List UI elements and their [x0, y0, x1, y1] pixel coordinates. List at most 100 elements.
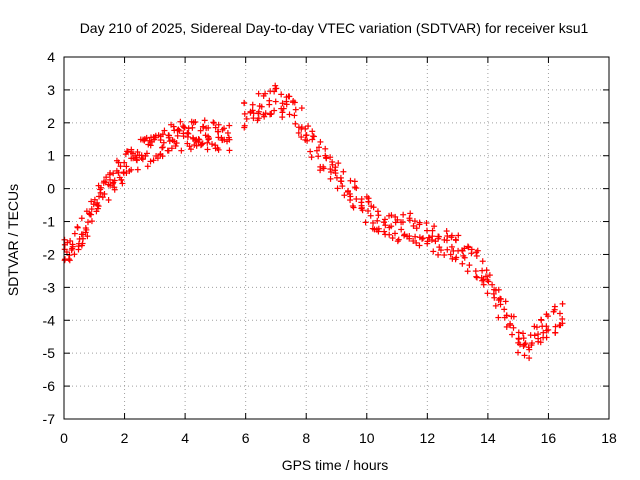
- x-tick-label: 12: [420, 430, 436, 446]
- data-point: [515, 349, 522, 356]
- data-point: [139, 156, 146, 163]
- data-point: [473, 273, 480, 280]
- data-point: [526, 355, 533, 362]
- data-point: [382, 222, 389, 229]
- data-point: [416, 242, 423, 249]
- data-point: [78, 231, 85, 238]
- data-point: [192, 137, 199, 144]
- data-point: [310, 133, 317, 140]
- data-point: [363, 193, 370, 200]
- data-point: [441, 236, 448, 243]
- data-point: [365, 198, 372, 205]
- data-point: [413, 239, 420, 246]
- data-point: [109, 180, 116, 187]
- data-point: [95, 182, 102, 189]
- data-point: [283, 98, 290, 105]
- data-point: [160, 139, 167, 146]
- data-point: [95, 203, 102, 210]
- x-tick-label: 6: [242, 430, 250, 446]
- data-point: [424, 238, 431, 245]
- data-point: [154, 155, 161, 162]
- data-point: [351, 184, 358, 191]
- data-point: [258, 103, 265, 110]
- data-point: [169, 137, 176, 144]
- data-point: [309, 128, 316, 135]
- data-point: [267, 110, 274, 117]
- data-point: [444, 246, 451, 253]
- data-point: [459, 260, 466, 267]
- data-point: [315, 153, 322, 160]
- data-point: [177, 118, 184, 125]
- data-point: [128, 146, 135, 153]
- data-point: [219, 126, 226, 133]
- data-point: [510, 324, 517, 331]
- x-tick-label: 4: [181, 430, 189, 446]
- data-point: [317, 138, 324, 145]
- data-point: [291, 112, 298, 119]
- data-point: [345, 187, 352, 194]
- data-point: [91, 196, 98, 203]
- x-tick-label: 16: [541, 430, 557, 446]
- y-tick-label: -3: [43, 279, 56, 295]
- data-point: [472, 268, 479, 275]
- data-point: [278, 91, 285, 98]
- data-point: [101, 190, 108, 197]
- data-point: [473, 252, 480, 259]
- data-point: [374, 217, 381, 224]
- data-point: [241, 110, 248, 117]
- data-point: [249, 101, 256, 108]
- data-point: [254, 117, 261, 124]
- data-point: [292, 106, 299, 113]
- data-point: [519, 330, 526, 337]
- data-point: [556, 310, 563, 317]
- data-point: [241, 100, 248, 107]
- data-point: [327, 154, 334, 161]
- data-point: [134, 166, 141, 173]
- data-point: [111, 184, 118, 191]
- data-point: [71, 230, 78, 237]
- data-point: [515, 329, 522, 336]
- data-point: [272, 98, 279, 105]
- data-point: [327, 166, 334, 173]
- data-point: [429, 233, 436, 240]
- data-point: [479, 258, 486, 265]
- data-point: [482, 273, 489, 280]
- y-tick-label: -7: [43, 411, 56, 427]
- data-point: [501, 306, 508, 313]
- data-point: [86, 211, 93, 218]
- data-point: [368, 203, 375, 210]
- data-point: [192, 118, 199, 125]
- data-point: [424, 227, 431, 234]
- data-point: [448, 243, 455, 250]
- data-point: [465, 244, 472, 251]
- data-point: [436, 244, 443, 251]
- data-point: [347, 177, 354, 184]
- data-point: [159, 144, 166, 151]
- data-point: [224, 138, 231, 145]
- data-point: [395, 236, 402, 243]
- data-point: [515, 335, 522, 342]
- data-point: [559, 300, 566, 307]
- data-point: [353, 196, 360, 203]
- data-point: [68, 246, 75, 253]
- data-point: [226, 147, 233, 154]
- data-point: [215, 146, 222, 153]
- data-point: [543, 334, 550, 341]
- data-point: [97, 186, 104, 193]
- data-point: [173, 140, 180, 147]
- data-point: [151, 134, 158, 141]
- data-point: [508, 313, 515, 320]
- data-point: [78, 242, 85, 249]
- data-point: [370, 219, 377, 226]
- data-point: [266, 101, 273, 108]
- data-point: [66, 252, 73, 259]
- data-point: [435, 251, 442, 258]
- data-point: [497, 301, 504, 308]
- data-point: [90, 201, 97, 208]
- data-point: [413, 225, 420, 232]
- data-point: [205, 124, 212, 131]
- y-tick-label: 2: [47, 115, 55, 131]
- data-point: [66, 257, 73, 264]
- data-point: [490, 290, 497, 297]
